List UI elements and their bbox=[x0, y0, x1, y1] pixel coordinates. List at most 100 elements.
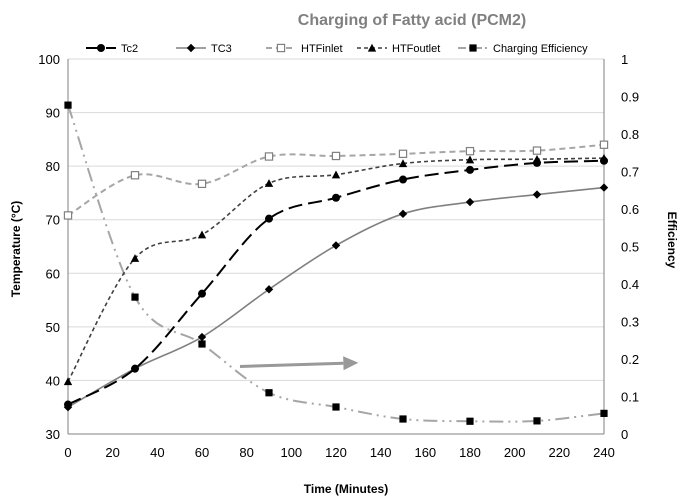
y2-tick-label: 0.5 bbox=[621, 240, 639, 255]
series-tc3 bbox=[63, 183, 609, 412]
annotation-layer bbox=[239, 356, 359, 371]
y2-tick-label: 0.7 bbox=[621, 165, 639, 180]
data-point-tc2 bbox=[466, 165, 474, 174]
data-point-htfinlet bbox=[532, 146, 542, 155]
y-tick-label: 50 bbox=[46, 320, 60, 335]
y2-tick-label: 0.3 bbox=[621, 315, 639, 330]
y2-tick-label: 0.2 bbox=[621, 352, 639, 367]
data-point-tc2 bbox=[399, 175, 407, 184]
x-tick-label: 100 bbox=[280, 445, 302, 460]
legend-item-tc2: Tc2 bbox=[86, 43, 138, 55]
data-point-tc2 bbox=[332, 193, 340, 202]
legend-marker bbox=[97, 44, 105, 52]
x-tick-label: 180 bbox=[459, 445, 481, 460]
x-tick-label: 60 bbox=[195, 445, 209, 460]
data-point-tc2 bbox=[265, 214, 273, 223]
series-htfinlet bbox=[63, 140, 609, 220]
series-line-htfoutlet bbox=[67, 157, 605, 382]
data-point-tc3 bbox=[465, 197, 475, 207]
legend-label: Charging Efficiency bbox=[493, 43, 588, 55]
x-tick-label: 140 bbox=[370, 445, 392, 460]
y-axis-title: Temperature (°C) bbox=[9, 201, 23, 298]
y2-tick-label: 0.4 bbox=[621, 277, 639, 292]
y-tick-label: 40 bbox=[46, 373, 60, 388]
legend-item-tc3: TC3 bbox=[176, 43, 232, 55]
series-charging-efficiency bbox=[64, 101, 608, 425]
y-tick-label: 90 bbox=[46, 106, 60, 121]
tick-labels: 0 20 40 60 80 100 120 140 160 180 200 220 2403040506… bbox=[38, 52, 639, 460]
x-tick-label: 80 bbox=[239, 445, 253, 460]
data-point-tc3 bbox=[197, 332, 207, 342]
legend-label: HTFinlet bbox=[301, 43, 343, 55]
data-point-htfinlet bbox=[465, 146, 475, 156]
chart-title: Charging of Fatty acid (PCM2) bbox=[298, 12, 526, 29]
legend-marker bbox=[469, 44, 477, 52]
data-point-htfoutlet bbox=[63, 377, 73, 386]
data-point-tc2 bbox=[131, 364, 139, 373]
data-point-tc2 bbox=[533, 158, 541, 167]
data-point-charging-efficiency bbox=[399, 415, 407, 423]
data-point-charging-efficiency bbox=[600, 409, 608, 417]
x-tick-label: 120 bbox=[325, 445, 347, 460]
data-point-htfoutlet bbox=[465, 155, 475, 164]
x-axis-title: Time (Minutes) bbox=[304, 482, 388, 496]
legend-item-htfinlet: HTFinlet bbox=[266, 43, 343, 55]
legend-marker bbox=[367, 43, 377, 52]
series-layer bbox=[63, 101, 609, 425]
data-point-tc3 bbox=[331, 241, 341, 250]
annotation-arrow-shaft bbox=[239, 361, 344, 368]
series-htfoutlet bbox=[63, 153, 609, 386]
y2-tick-label: 0.1 bbox=[621, 390, 639, 405]
data-point-charging-efficiency bbox=[64, 101, 72, 109]
series-tc2 bbox=[64, 156, 608, 409]
x-tick-label: 220 bbox=[548, 445, 570, 460]
data-point-charging-efficiency bbox=[533, 417, 541, 425]
legend-label: Tc2 bbox=[121, 43, 138, 55]
legend-label: TC3 bbox=[211, 43, 232, 55]
y2-axis-title: Efficiency bbox=[665, 212, 679, 269]
data-point-tc3 bbox=[398, 209, 408, 219]
axes bbox=[67, 59, 605, 435]
data-point-htfinlet bbox=[264, 152, 274, 161]
y2-tick-label: 1 bbox=[621, 52, 628, 67]
y-tick-label: 70 bbox=[46, 213, 60, 228]
data-point-htfinlet bbox=[599, 140, 609, 149]
x-tick-label: 40 bbox=[150, 445, 164, 460]
data-point-htfoutlet bbox=[398, 159, 408, 168]
legend-label: HTFoutlet bbox=[392, 43, 440, 55]
data-point-htfoutlet bbox=[197, 230, 207, 239]
y-tick-label: 30 bbox=[46, 427, 60, 442]
x-tick-label: 240 bbox=[593, 445, 615, 460]
data-point-htfinlet bbox=[130, 171, 140, 180]
data-point-htfinlet bbox=[197, 179, 207, 189]
y-tick-label: 60 bbox=[46, 266, 60, 281]
data-point-tc3 bbox=[599, 183, 609, 192]
legend-item-charging-efficiency: Charging Efficiency bbox=[458, 43, 588, 55]
data-point-tc3 bbox=[532, 190, 542, 199]
series-line-tc3 bbox=[67, 186, 605, 408]
y2-tick-label: 0.9 bbox=[621, 90, 639, 105]
legend-marker bbox=[186, 43, 196, 53]
data-point-htfoutlet bbox=[331, 170, 341, 179]
x-tick-label: 160 bbox=[414, 445, 436, 460]
data-point-htfinlet bbox=[398, 149, 408, 159]
x-tick-label: 0 bbox=[64, 445, 71, 460]
legend: Tc2 TC3 HTFinlet HTFoutlet Charging Efficien… bbox=[86, 43, 588, 55]
data-point-charging-efficiency bbox=[131, 293, 139, 301]
x-tick-label: 20 bbox=[105, 445, 119, 460]
annotation-arrow-head bbox=[343, 356, 359, 371]
data-point-htfinlet bbox=[331, 151, 341, 161]
data-point-htfoutlet bbox=[264, 179, 274, 187]
data-point-tc2 bbox=[64, 400, 72, 409]
data-point-charging-efficiency bbox=[466, 417, 474, 425]
y2-tick-label: 0 bbox=[621, 427, 628, 442]
legend-marker bbox=[276, 43, 286, 53]
y-tick-label: 80 bbox=[46, 159, 60, 174]
data-point-htfoutlet bbox=[130, 254, 140, 262]
data-point-tc2 bbox=[198, 289, 206, 298]
data-point-tc3 bbox=[264, 285, 274, 294]
data-point-charging-efficiency bbox=[332, 403, 340, 411]
data-point-tc2 bbox=[600, 156, 608, 165]
series-line-tc2 bbox=[67, 159, 605, 406]
